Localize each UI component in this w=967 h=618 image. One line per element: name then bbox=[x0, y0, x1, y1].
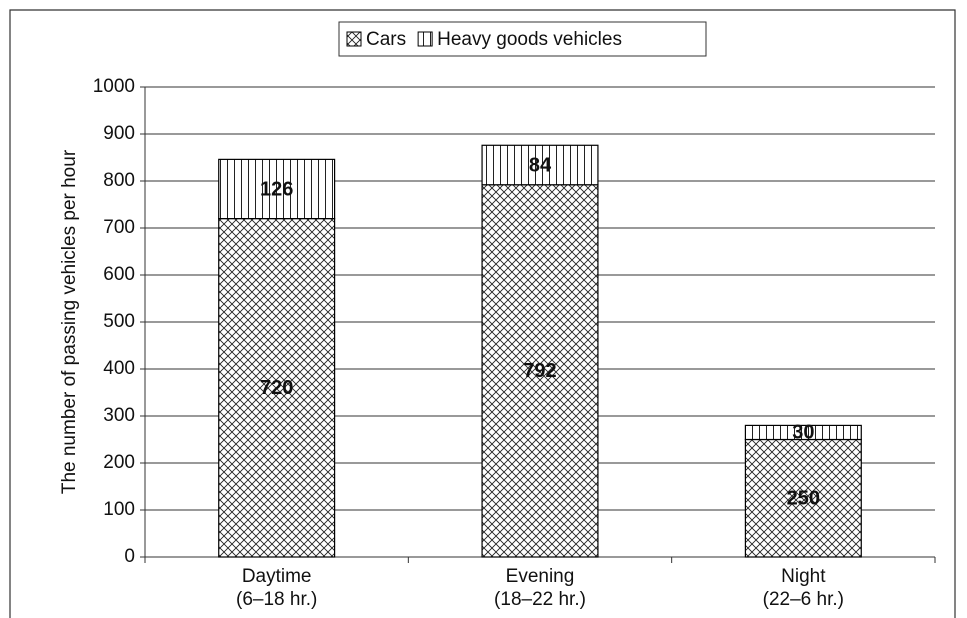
y-tick-label: 200 bbox=[103, 452, 135, 473]
y-tick-label: 1000 bbox=[93, 76, 135, 97]
x-tick-label: Daytime bbox=[242, 566, 312, 587]
y-tick-label: 0 bbox=[124, 546, 135, 567]
x-tick-label: Evening bbox=[506, 566, 575, 587]
frame bbox=[9, 9, 956, 618]
bar-segment bbox=[481, 144, 599, 186]
x-tick-label: Night bbox=[781, 566, 826, 587]
bar-segment bbox=[218, 158, 336, 220]
bar-segment bbox=[218, 218, 336, 558]
y-tick-label: 900 bbox=[103, 123, 135, 144]
value-label: 84 bbox=[529, 154, 552, 176]
x-tick-label: (22–6 hr.) bbox=[763, 589, 844, 610]
y-tick-label: 500 bbox=[103, 311, 135, 332]
y-tick-label: 800 bbox=[103, 170, 135, 191]
y-tick-label: 600 bbox=[103, 264, 135, 285]
bar-segment bbox=[744, 424, 862, 441]
y-axis-label: The number of passing vehicles per hour bbox=[59, 149, 80, 494]
x-tick-label: (6–18 hr.) bbox=[236, 589, 317, 610]
value-label: 30 bbox=[792, 422, 814, 444]
x-tick-label: (18–22 hr.) bbox=[494, 589, 586, 610]
value-label: 720 bbox=[260, 377, 293, 399]
y-tick-label: 100 bbox=[103, 499, 135, 520]
legend-swatch bbox=[417, 31, 433, 47]
legend-swatch bbox=[346, 31, 362, 47]
y-tick-label: 400 bbox=[103, 358, 135, 379]
legend-label: Heavy goods vehicles bbox=[437, 29, 622, 50]
legend-box bbox=[338, 21, 707, 57]
value-label: 792 bbox=[523, 360, 556, 382]
value-label: 250 bbox=[787, 488, 820, 510]
legend-label: Cars bbox=[366, 29, 406, 50]
y-tick-label: 700 bbox=[103, 217, 135, 238]
bar-segment bbox=[744, 438, 862, 558]
y-tick-label: 300 bbox=[103, 405, 135, 426]
value-label: 126 bbox=[260, 178, 293, 200]
